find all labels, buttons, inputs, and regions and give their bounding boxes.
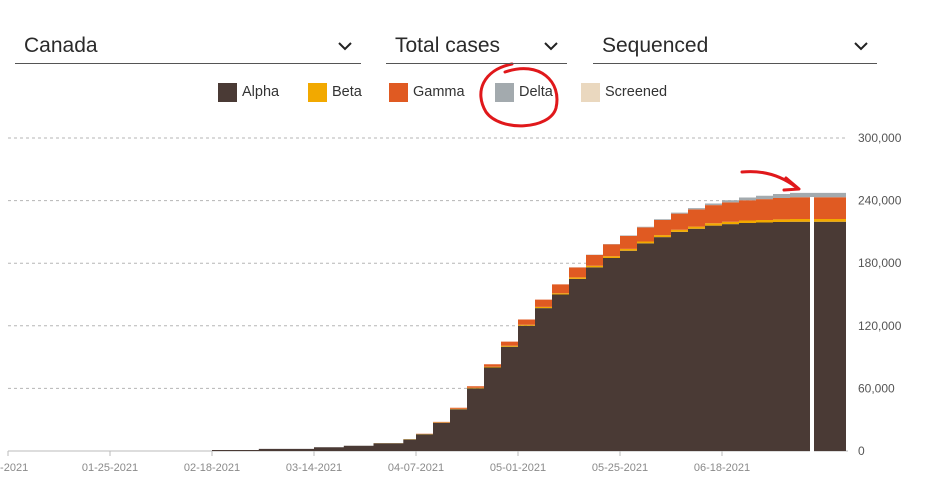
x-tick-label: 05-01-2021 xyxy=(490,462,546,474)
x-tick-label: 01-25-2021 xyxy=(82,462,138,474)
hand-drawn-circle-mark xyxy=(479,62,559,128)
stacked-areas xyxy=(212,192,846,451)
legend-swatch-delta xyxy=(495,82,514,102)
annotation-marks xyxy=(479,62,801,192)
y-axis: 0 60,000 120,000 180,000 240,000 300,000 xyxy=(858,131,902,458)
x-tick-label: 04-07-2021 xyxy=(388,462,444,474)
metric-select[interactable]: Total cases xyxy=(386,28,567,64)
hand-drawn-arrow-mark xyxy=(740,170,801,192)
hover-cursor-line xyxy=(810,197,814,452)
x-tick-label: 03-14-2021 xyxy=(286,462,342,474)
legend-swatch-gamma xyxy=(389,82,408,102)
area-series-gamma xyxy=(212,197,846,450)
legend-label-gamma: Gamma xyxy=(413,84,465,100)
x-tick-label: 01-2021 xyxy=(0,462,28,474)
legend-swatch-screened xyxy=(581,82,600,102)
chevron-down-icon xyxy=(854,41,868,50)
metric-select-value: Total cases xyxy=(395,33,501,57)
y-tick-label: 60,000 xyxy=(858,381,895,395)
chevron-down-icon xyxy=(544,41,558,50)
x-tick-label: 02-18-2021 xyxy=(184,462,240,474)
y-tick-label: 120,000 xyxy=(858,319,902,333)
country-select[interactable]: Canada xyxy=(15,28,361,64)
legend-item-beta[interactable]: Beta xyxy=(308,81,362,103)
x-axis: 01-2021 01-25-2021 02-18-2021 03-14-2021 04-… xyxy=(0,451,750,474)
legend-label-delta: Delta xyxy=(519,84,553,100)
x-tick-label: 05-25-2021 xyxy=(592,462,648,474)
source-select-value: Sequenced xyxy=(602,33,709,57)
legend-item-gamma[interactable]: Gamma xyxy=(389,81,465,103)
chevron-down-icon xyxy=(338,41,352,50)
legend-swatch-beta xyxy=(308,82,327,102)
y-tick-label: 300,000 xyxy=(858,131,902,145)
y-tick-label: 240,000 xyxy=(858,194,902,208)
legend-label-screened: Screened xyxy=(605,84,668,100)
chart-legend: Alpha Beta Gamma Delta Screened xyxy=(0,81,942,103)
y-tick-label: 180,000 xyxy=(858,256,902,270)
legend-label-alpha: Alpha xyxy=(242,84,280,100)
source-select[interactable]: Sequenced xyxy=(593,28,877,64)
legend-label-beta: Beta xyxy=(332,84,362,100)
legend-item-alpha[interactable]: Alpha xyxy=(218,81,279,103)
x-tick-label: 06-18-2021 xyxy=(694,462,750,474)
legend-swatch-alpha xyxy=(218,82,237,102)
legend-item-delta[interactable]: Delta xyxy=(495,81,553,103)
y-tick-label: 0 xyxy=(858,444,865,458)
country-select-value: Canada xyxy=(24,33,98,57)
legend-item-screened[interactable]: Screened xyxy=(581,81,667,103)
area-series-alpha xyxy=(212,221,846,451)
